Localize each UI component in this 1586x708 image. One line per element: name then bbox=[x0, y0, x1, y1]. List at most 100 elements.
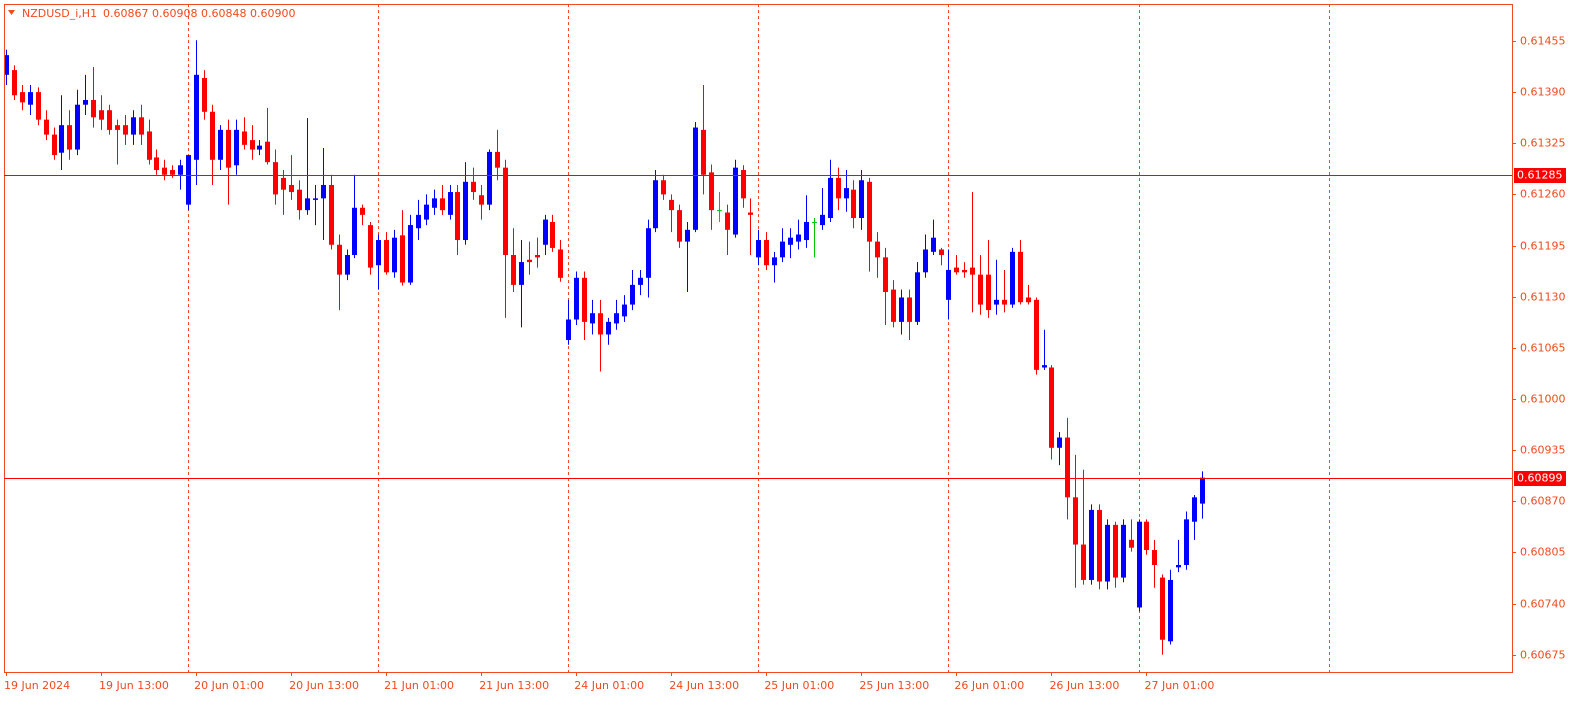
price-label: 0.60899 bbox=[1517, 472, 1563, 485]
candle-body bbox=[12, 70, 17, 96]
candle-body bbox=[289, 184, 294, 193]
candle-body bbox=[986, 274, 991, 311]
candle-body bbox=[265, 141, 270, 163]
candle-body bbox=[630, 284, 635, 305]
candle-body bbox=[83, 99, 88, 105]
candle-body bbox=[1010, 251, 1015, 305]
candle-body bbox=[764, 240, 769, 266]
candle-body bbox=[91, 99, 96, 118]
y-tick-label: 0.60740 bbox=[1520, 598, 1566, 611]
candle-body bbox=[162, 167, 167, 175]
candle-body bbox=[828, 177, 833, 219]
candle-body bbox=[250, 140, 255, 150]
y-tick-label: 0.60870 bbox=[1520, 495, 1566, 508]
y-tick-label: 0.60805 bbox=[1520, 546, 1566, 559]
candle-body bbox=[194, 74, 199, 160]
candle-body bbox=[1144, 521, 1149, 551]
candle-body bbox=[1105, 524, 1110, 582]
candle-body bbox=[67, 125, 72, 150]
candle-body bbox=[994, 299, 999, 305]
candle-body bbox=[582, 277, 587, 322]
candle-body bbox=[693, 127, 698, 230]
candle-body bbox=[115, 125, 120, 130]
y-tick-label: 0.61065 bbox=[1520, 342, 1566, 355]
candle-body bbox=[590, 313, 595, 324]
candle-body bbox=[36, 92, 41, 120]
candle-body bbox=[52, 134, 57, 156]
candle-body bbox=[202, 77, 207, 112]
y-tick-label: 0.61455 bbox=[1520, 35, 1566, 48]
candle-body bbox=[1065, 437, 1070, 498]
candle-body bbox=[574, 277, 579, 320]
y-tick-label: 0.61325 bbox=[1520, 137, 1566, 150]
candle-body bbox=[313, 198, 318, 200]
candle-body bbox=[733, 167, 738, 235]
candle-body bbox=[424, 204, 429, 220]
candle-body bbox=[1121, 524, 1126, 578]
candle-body bbox=[772, 257, 777, 266]
candle-body bbox=[543, 219, 548, 245]
candle-body bbox=[606, 321, 611, 335]
candle-body bbox=[923, 249, 928, 273]
candle-body bbox=[471, 181, 476, 193]
candle-body bbox=[962, 269, 967, 273]
candle-body bbox=[416, 214, 421, 229]
candle-body bbox=[479, 195, 484, 205]
candle-body bbox=[661, 180, 666, 195]
candle-body bbox=[123, 125, 128, 135]
candle-body bbox=[131, 117, 136, 135]
candle-body bbox=[669, 199, 674, 211]
candle-body bbox=[1081, 544, 1086, 580]
y-tick-label: 0.61000 bbox=[1520, 393, 1566, 406]
x-tick-label: 27 Jun 01:00 bbox=[1144, 679, 1214, 692]
candle-body bbox=[1097, 509, 1102, 582]
candle-body bbox=[717, 210, 722, 212]
candle-body bbox=[622, 304, 627, 317]
candle-body bbox=[1129, 539, 1134, 548]
x-tick-label: 21 Jun 13:00 bbox=[479, 679, 549, 692]
candle-body bbox=[836, 177, 841, 199]
candle-body bbox=[1018, 251, 1023, 303]
candle-body bbox=[741, 170, 746, 199]
candle-body bbox=[748, 212, 753, 215]
candle-body bbox=[487, 151, 492, 205]
candle-body bbox=[511, 254, 516, 285]
candle-body bbox=[859, 180, 864, 219]
x-tick-label: 20 Jun 13:00 bbox=[289, 679, 359, 692]
candle-body bbox=[709, 172, 714, 211]
candle-body bbox=[329, 184, 334, 245]
candle-body bbox=[226, 129, 231, 168]
candle-body bbox=[242, 131, 247, 145]
x-tick-label: 25 Jun 01:00 bbox=[764, 679, 834, 692]
candle-body bbox=[796, 234, 801, 242]
candle-body bbox=[970, 267, 975, 275]
x-tick-label: 26 Jun 13:00 bbox=[1049, 679, 1119, 692]
x-tick-label: 20 Jun 01:00 bbox=[194, 679, 264, 692]
candle-body bbox=[297, 189, 302, 211]
candle-body bbox=[1137, 521, 1142, 608]
candle-body bbox=[186, 155, 191, 205]
header-arrow bbox=[8, 10, 15, 15]
candle-body bbox=[170, 170, 175, 175]
candle-body bbox=[440, 198, 445, 211]
candle-body bbox=[337, 244, 342, 275]
candle-body bbox=[883, 257, 888, 292]
candle-body bbox=[408, 225, 413, 283]
candle-body bbox=[851, 189, 856, 219]
candle-body bbox=[4, 55, 9, 75]
candle-body bbox=[907, 297, 912, 322]
candle-body bbox=[638, 277, 643, 285]
candle-body bbox=[503, 167, 508, 255]
candle-body bbox=[566, 319, 571, 340]
candle-body bbox=[1200, 477, 1205, 504]
candle-body bbox=[1049, 367, 1054, 448]
candle-body bbox=[653, 180, 658, 229]
candle-body bbox=[1168, 579, 1173, 642]
candle-body bbox=[1176, 564, 1181, 568]
candle-body bbox=[915, 272, 920, 322]
candle-body bbox=[384, 240, 389, 273]
candle-body bbox=[99, 110, 104, 120]
candle-body bbox=[1160, 577, 1165, 640]
